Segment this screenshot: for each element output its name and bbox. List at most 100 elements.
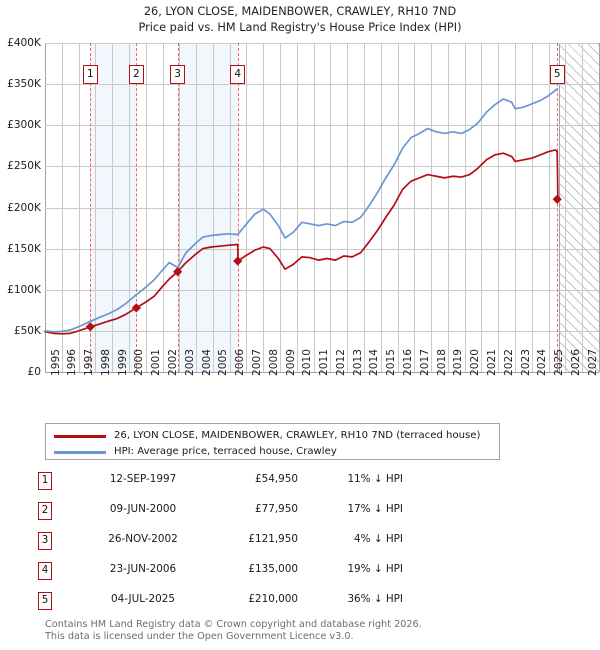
transaction-price: £54,950 bbox=[255, 473, 298, 485]
vgrid-2006 bbox=[230, 43, 231, 372]
event-box-2[interactable]: 2 bbox=[128, 65, 144, 84]
transaction-price: £210,000 bbox=[248, 593, 298, 605]
event-box-5[interactable]: 5 bbox=[549, 65, 565, 84]
vgrid-2020 bbox=[465, 43, 466, 372]
vgrid-2007 bbox=[246, 43, 247, 372]
x-tick-2007: 2007 bbox=[250, 349, 263, 376]
vgrid-2015 bbox=[381, 43, 382, 372]
x-tick-2005: 2005 bbox=[217, 349, 230, 376]
x-tick-2006: 2006 bbox=[234, 349, 247, 376]
x-tick-2003: 2003 bbox=[183, 349, 196, 376]
sale-point-2 bbox=[131, 303, 141, 313]
x-tick-2025: 2025 bbox=[553, 349, 566, 376]
vgrid-2023 bbox=[515, 43, 516, 372]
x-tick-2022: 2022 bbox=[502, 349, 515, 376]
y-tick-£350K: £350K bbox=[7, 78, 41, 91]
transaction-date: 12-SEP-1997 bbox=[109, 473, 177, 485]
transaction-price: £121,950 bbox=[248, 533, 298, 545]
x-tick-2010: 2010 bbox=[301, 349, 314, 376]
series-plot bbox=[44, 88, 562, 335]
table-row[interactable]: 4 23-JUN-2006 £135,000 19% ↓ HPI bbox=[38, 560, 438, 590]
x-tick-2004: 2004 bbox=[200, 349, 213, 376]
vgrid-1999 bbox=[112, 43, 113, 372]
event-box-1[interactable]: 1 bbox=[82, 65, 98, 84]
vgrid-2017 bbox=[414, 43, 415, 372]
legend-swatch-hpi bbox=[54, 451, 106, 454]
transactions-table: 1 12-SEP-1997 £54,950 11% ↓ HPI 2 09-JUN-2000… bbox=[38, 470, 438, 620]
title-line-2: Price paid vs. HM Land Registry's House … bbox=[138, 21, 462, 34]
transaction-date: 09-JUN-2000 bbox=[109, 503, 177, 515]
x-tick-2000: 2000 bbox=[133, 349, 146, 376]
footer-line-1: Contains HM Land Registry data © Crown c… bbox=[45, 619, 422, 630]
page-title: 26, LYON CLOSE, MAIDENBOWER, CRAWLEY, RH… bbox=[0, 4, 600, 36]
vgrid-1998 bbox=[95, 43, 96, 372]
x-tick-2001: 2001 bbox=[150, 349, 163, 376]
vgrid-2003 bbox=[179, 43, 180, 372]
hgrid-100000 bbox=[45, 290, 599, 291]
legend-label: HPI: Average price, terraced house, Craw… bbox=[114, 446, 337, 457]
vgrid-2018 bbox=[431, 43, 432, 372]
x-tick-1996: 1996 bbox=[66, 349, 79, 376]
transaction-date: 26-NOV-2002 bbox=[108, 533, 178, 545]
event-box-3[interactable]: 3 bbox=[170, 65, 186, 84]
x-tick-2020: 2020 bbox=[469, 349, 482, 376]
vgrid-2021 bbox=[481, 43, 482, 372]
vgrid-2002 bbox=[163, 43, 164, 372]
transaction-hpi-delta: 36% ↓ HPI bbox=[347, 593, 403, 605]
vgrid-2010 bbox=[297, 43, 298, 372]
x-tick-2018: 2018 bbox=[435, 349, 448, 376]
x-tick-2026: 2026 bbox=[569, 349, 582, 376]
y-tick-£100K: £100K bbox=[7, 283, 41, 296]
x-tick-2017: 2017 bbox=[418, 349, 431, 376]
table-row[interactable]: 1 12-SEP-1997 £54,950 11% ↓ HPI bbox=[38, 470, 438, 500]
legend-label: 26, LYON CLOSE, MAIDENBOWER, CRAWLEY, RH… bbox=[114, 430, 481, 441]
x-tick-2023: 2023 bbox=[519, 349, 532, 376]
series-line-hpi bbox=[44, 88, 558, 333]
x-tick-2011: 2011 bbox=[318, 349, 331, 376]
x-tick-2014: 2014 bbox=[368, 349, 381, 376]
transaction-hpi-delta: 11% ↓ HPI bbox=[347, 473, 403, 485]
transaction-date: 23-JUN-2006 bbox=[109, 563, 177, 575]
vgrid-2008 bbox=[263, 43, 264, 372]
hgrid-350000 bbox=[45, 84, 599, 85]
transaction-index-badge: 3 bbox=[38, 532, 52, 550]
transaction-price: £135,000 bbox=[248, 563, 298, 575]
y-tick-£400K: £400K bbox=[7, 37, 41, 49]
x-tick-2016: 2016 bbox=[402, 349, 415, 376]
x-tick-2012: 2012 bbox=[334, 349, 347, 376]
vgrid-2011 bbox=[314, 43, 315, 372]
x-tick-1995: 1995 bbox=[49, 349, 62, 376]
transaction-index-badge: 1 bbox=[38, 472, 52, 490]
vgrid-2027 bbox=[582, 43, 583, 372]
transaction-index-badge: 2 bbox=[38, 502, 52, 520]
y-tick-£150K: £150K bbox=[7, 242, 41, 255]
table-row[interactable]: 3 26-NOV-2002 £121,950 4% ↓ HPI bbox=[38, 530, 438, 560]
table-row[interactable]: 5 04-JUL-2025 £210,000 36% ↓ HPI bbox=[38, 590, 438, 620]
x-tick-2008: 2008 bbox=[267, 349, 280, 376]
vgrid-2022 bbox=[498, 43, 499, 372]
transaction-price: £77,950 bbox=[255, 503, 298, 515]
chart-legend: 26, LYON CLOSE, MAIDENBOWER, CRAWLEY, RH… bbox=[45, 423, 500, 460]
vgrid-2019 bbox=[448, 43, 449, 372]
vgrid-2009 bbox=[280, 43, 281, 372]
hgrid-150000 bbox=[45, 249, 599, 250]
transaction-index-badge: 5 bbox=[38, 592, 52, 610]
y-tick-£250K: £250K bbox=[7, 160, 41, 173]
vgrid-2016 bbox=[398, 43, 399, 372]
vgrid-2025 bbox=[549, 43, 550, 372]
sale-point-1 bbox=[85, 322, 95, 332]
event-line-2 bbox=[136, 43, 138, 372]
x-tick-1999: 1999 bbox=[116, 349, 129, 376]
title-line-1: 26, LYON CLOSE, MAIDENBOWER, CRAWLEY, RH… bbox=[143, 5, 457, 18]
table-row[interactable]: 2 09-JUN-2000 £77,950 17% ↓ HPI bbox=[38, 500, 438, 530]
x-tick-2013: 2013 bbox=[351, 349, 364, 376]
event-box-4[interactable]: 4 bbox=[230, 65, 246, 84]
hgrid-400000 bbox=[45, 43, 599, 44]
y-tick-£300K: £300K bbox=[7, 119, 41, 132]
vgrid-2004 bbox=[196, 43, 197, 372]
transaction-hpi-delta: 4% ↓ HPI bbox=[354, 533, 403, 545]
x-tick-2002: 2002 bbox=[167, 349, 179, 376]
vgrid-2001 bbox=[146, 43, 147, 372]
event-line-5 bbox=[557, 43, 559, 372]
x-tick-2027: 2027 bbox=[586, 349, 599, 376]
